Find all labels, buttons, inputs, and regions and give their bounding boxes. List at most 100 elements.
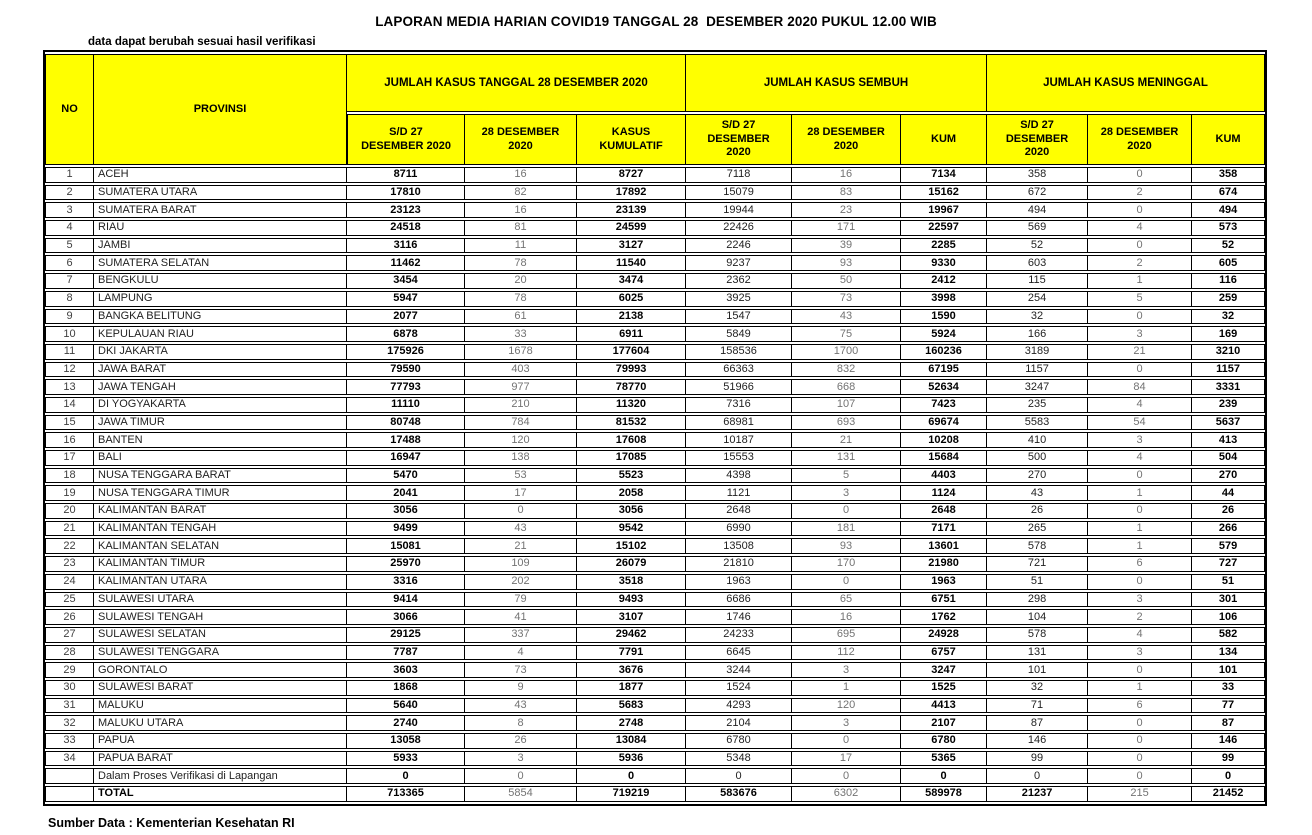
cell-value: 3127 bbox=[577, 237, 687, 254]
cell-no: 25 bbox=[45, 591, 94, 608]
cell-value: 29125 bbox=[347, 626, 465, 643]
cell-no: 21 bbox=[45, 520, 94, 537]
province-row: 1 ACEH 8711 16 8727 7118 16 7134 358 0 358 bbox=[45, 167, 1266, 183]
cell-value: 41 bbox=[465, 609, 577, 625]
cell-value: 1746 bbox=[686, 609, 793, 625]
cell-no bbox=[45, 768, 94, 785]
cell-value: 52 bbox=[987, 237, 1089, 254]
cell-value: 112 bbox=[792, 644, 902, 661]
province-row: 8 LAMPUNG 5947 78 6025 3925 73 3998 254 5 259 bbox=[45, 290, 1266, 307]
cell-value: 181 bbox=[792, 520, 902, 537]
province-row: 2 SUMATERA UTARA 17810 82 17892 15079 83 15162 6… bbox=[45, 184, 1266, 201]
cell-value: 93 bbox=[792, 538, 902, 555]
cell-value: 10187 bbox=[686, 432, 793, 448]
cell-value: 5348 bbox=[686, 750, 793, 767]
cell-value: 11 bbox=[465, 237, 577, 254]
cell-provinsi: KALIMANTAN TIMUR bbox=[94, 556, 347, 572]
cell-value: 21810 bbox=[686, 556, 793, 572]
cell-value: 668 bbox=[792, 379, 902, 395]
cell-value: 33 bbox=[465, 326, 577, 342]
cell-value: 4 bbox=[1088, 396, 1193, 413]
cell-value: 500 bbox=[987, 450, 1089, 466]
cell-no: 20 bbox=[45, 503, 94, 519]
cell-value: 175926 bbox=[347, 343, 465, 360]
cell-provinsi: BANTEN bbox=[94, 432, 347, 448]
cell-value: 582 bbox=[1192, 626, 1266, 643]
cell-value: 26 bbox=[465, 733, 577, 749]
cell-value: 7118 bbox=[686, 167, 793, 183]
cell-provinsi: SULAWESI UTARA bbox=[94, 591, 347, 608]
cell-value: 494 bbox=[1192, 202, 1266, 219]
cell-value: 5 bbox=[792, 467, 902, 484]
cell-value: 4 bbox=[1088, 450, 1193, 466]
cell-value: 1762 bbox=[901, 609, 988, 625]
cell-provinsi: GORONTALO bbox=[94, 662, 347, 678]
cell-value: 160236 bbox=[901, 343, 988, 360]
cell-no: 6 bbox=[45, 255, 94, 272]
cell-value: 1157 bbox=[987, 361, 1089, 378]
cell-value: 5365 bbox=[901, 750, 988, 767]
cell-value: 29462 bbox=[577, 626, 687, 643]
cell-value: 7787 bbox=[347, 644, 465, 661]
cell-value: 1963 bbox=[686, 573, 793, 590]
cell-value: 3210 bbox=[1192, 343, 1266, 360]
cell-provinsi: DI YOGYAKARTA bbox=[94, 396, 347, 413]
cell-value: 138 bbox=[465, 450, 577, 466]
cell-value: 3247 bbox=[901, 662, 988, 678]
cell-value: 51 bbox=[1192, 573, 1266, 590]
cell-value: 337 bbox=[465, 626, 577, 643]
cell-value: 358 bbox=[987, 167, 1089, 183]
cell-value: 21 bbox=[792, 432, 902, 448]
table-header: NO PROVINSI JUMLAH KASUS TANGGAL 28 DESE… bbox=[45, 54, 1266, 165]
cell-value: 5 bbox=[1088, 290, 1193, 307]
cell-value: 266 bbox=[1192, 520, 1266, 537]
cell-value: 603 bbox=[987, 255, 1089, 272]
cell-value: 7134 bbox=[901, 167, 988, 183]
province-row: 21 KALIMANTAN TENGAH 9499 43 9542 6990 181 7171… bbox=[45, 520, 1266, 537]
cell-value: 0 bbox=[987, 768, 1089, 785]
cell-value: 6780 bbox=[901, 733, 988, 749]
cell-value: 24599 bbox=[577, 220, 687, 236]
cell-value: 6025 bbox=[577, 290, 687, 307]
cell-value: 61 bbox=[465, 308, 577, 325]
cell-value: 589978 bbox=[901, 786, 988, 802]
cell-value: 17 bbox=[792, 750, 902, 767]
cell-value: 16 bbox=[792, 609, 902, 625]
cell-no: 8 bbox=[45, 290, 94, 307]
province-row: 25 SULAWESI UTARA 9414 79 9493 6686 65 6751 298 3… bbox=[45, 591, 1266, 608]
cell-value: 0 bbox=[792, 733, 902, 749]
cell-value: 3518 bbox=[577, 573, 687, 590]
cell-value: 3244 bbox=[686, 662, 793, 678]
cell-provinsi: SULAWESI SELATAN bbox=[94, 626, 347, 643]
cell-value: 32 bbox=[987, 308, 1089, 325]
cell-value: 169 bbox=[1192, 326, 1266, 342]
cell-value: 605 bbox=[1192, 255, 1266, 272]
cell-value: 672 bbox=[987, 184, 1089, 201]
cell-no: 14 bbox=[45, 396, 94, 413]
cell-value: 265 bbox=[987, 520, 1089, 537]
cell-provinsi: JAWA BARAT bbox=[94, 361, 347, 378]
cell-value: 78770 bbox=[577, 379, 687, 395]
cell-value: 44 bbox=[1192, 485, 1266, 502]
cell-value: 3925 bbox=[686, 290, 793, 307]
total-row: TOTAL 713365 5854 719219 583676 6302 589978 212… bbox=[45, 786, 1266, 802]
cell-value: 6878 bbox=[347, 326, 465, 342]
cell-value: 81532 bbox=[577, 414, 687, 431]
cell-value: 259 bbox=[1192, 290, 1266, 307]
cell-value: 0 bbox=[465, 503, 577, 519]
cell-no: 27 bbox=[45, 626, 94, 643]
cell-value: 0 bbox=[577, 768, 687, 785]
province-row: 20 KALIMANTAN BARAT 3056 0 3056 2648 0 2648 26 0 2… bbox=[45, 503, 1266, 519]
cell-value: 13601 bbox=[901, 538, 988, 555]
cell-no: 13 bbox=[45, 379, 94, 395]
cell-value: 5523 bbox=[577, 467, 687, 484]
cell-value: 39 bbox=[792, 237, 902, 254]
sub-header-kasus-sd27: S/D 27 DESEMBER 2020 bbox=[347, 114, 465, 165]
cell-value: 43 bbox=[987, 485, 1089, 502]
cell-value: 4 bbox=[1088, 220, 1193, 236]
cell-value: 32 bbox=[1192, 308, 1266, 325]
cell-value: 170 bbox=[792, 556, 902, 572]
province-row: 9 BANGKA BELITUNG 2077 61 2138 1547 43 1590 32 0 3… bbox=[45, 308, 1266, 325]
table-body: 1 ACEH 8711 16 8727 7118 16 7134 358 0 358 2 SUMATER… bbox=[45, 167, 1266, 802]
cell-value: 6 bbox=[1088, 556, 1193, 572]
